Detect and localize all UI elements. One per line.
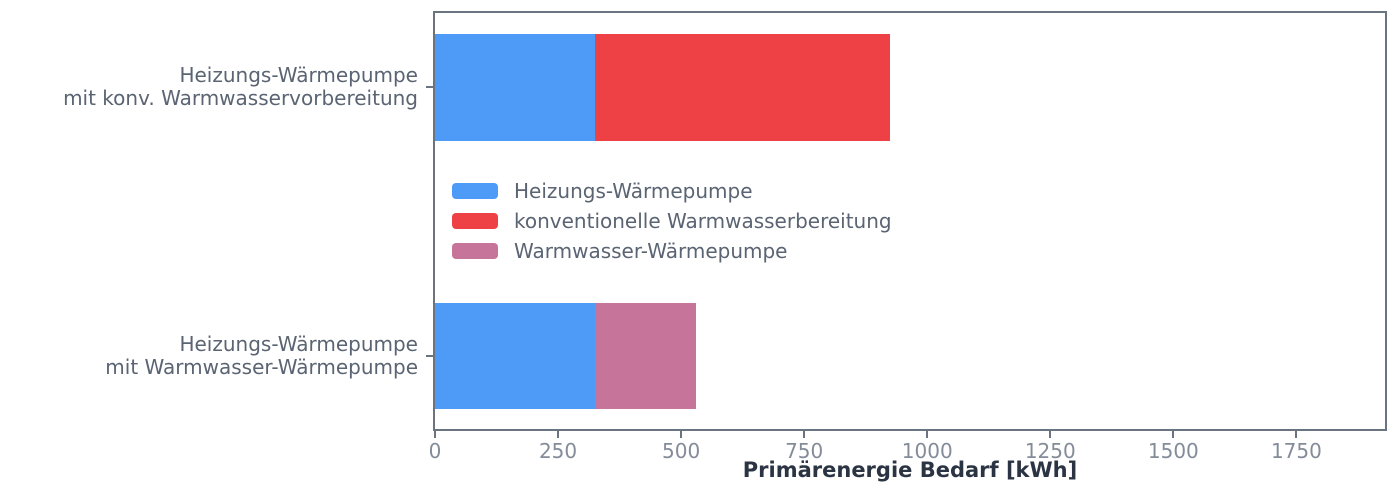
- x-tick-mark: [803, 431, 806, 438]
- legend-item-konventionelle-warmwasserbereitung: konventionelle Warmwasserbereitung: [452, 206, 892, 236]
- y-tick-mark: [426, 86, 433, 88]
- x-tick-mark: [434, 431, 436, 438]
- legend-item-heizungs-waermepumpe: Heizungs-Wärmepumpe: [452, 176, 892, 206]
- x-tick-mark: [1049, 431, 1052, 438]
- x-tick-mark: [1295, 431, 1298, 438]
- x-tick-label: 0: [428, 439, 442, 463]
- legend-label: konventionelle Warmwasserbereitung: [514, 209, 892, 233]
- x-tick-label: 250: [538, 439, 578, 463]
- x-tick-label: 500: [662, 439, 701, 463]
- x-axis: 0 250 500 750 1000 1250 1500 1750: [429, 431, 1385, 493]
- x-tick-label: 1500: [1147, 439, 1199, 463]
- legend-label: Warmwasser-Wärmepumpe: [514, 239, 788, 263]
- legend: Heizungs-Wärmepumpe konventionelle Warmw…: [452, 176, 892, 266]
- legend-swatch-blue: [452, 183, 498, 199]
- y-tick-mark: [426, 355, 433, 357]
- y-category-label-0: Heizungs-Wärmepumpe mit konv. Warmwasser…: [63, 63, 418, 110]
- bar-segment: [435, 303, 595, 409]
- bar-segment: [594, 34, 891, 141]
- y-category-label-1: Heizungs-Wärmepumpe mit Warmwasser-Wärme…: [105, 332, 418, 379]
- x-tick-label: 750: [785, 439, 824, 463]
- x-axis-title: Primärenergie Bedarf [kWh]: [742, 458, 1078, 482]
- x-tick-label: 1750: [1270, 439, 1322, 463]
- bar-row-0: [435, 34, 1385, 141]
- legend-label: Heizungs-Wärmepumpe: [514, 179, 753, 203]
- x-tick-mark: [680, 431, 683, 438]
- bar-row-1: [435, 303, 1385, 409]
- x-tick-mark: [557, 431, 560, 438]
- bar-segment: [435, 34, 595, 141]
- legend-item-warmwasser-waermepumpe: Warmwasser-Wärmepumpe: [452, 236, 892, 266]
- x-tick-mark: [1172, 431, 1175, 438]
- x-tick-label: 1250: [1024, 439, 1076, 463]
- x-tick-mark: [926, 431, 929, 438]
- x-tick-label: 1000: [901, 439, 953, 463]
- legend-swatch-pink: [452, 243, 498, 259]
- legend-swatch-red: [452, 213, 498, 229]
- bar-segment: [594, 303, 696, 409]
- plot-area: [433, 11, 1387, 431]
